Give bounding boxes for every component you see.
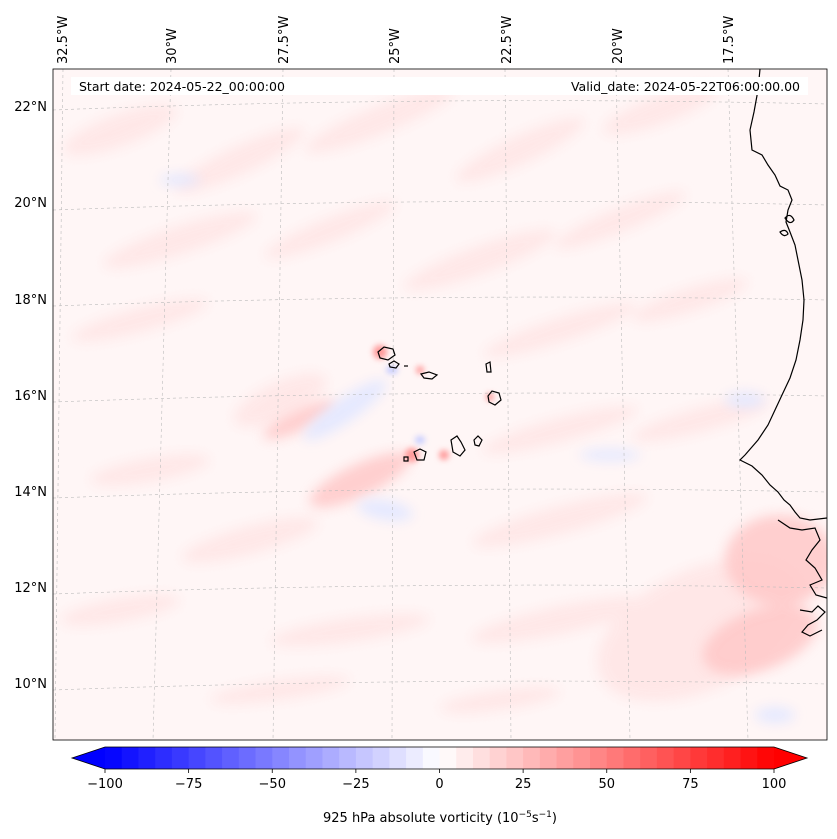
colorbar-tick-label: 25 (515, 777, 532, 792)
latitude-labels: 22°N 20°N 18°N 16°N 14°N 12°N 10°N (14, 100, 47, 692)
lat-label: 20°N (14, 196, 47, 211)
lon-label: 22.5°W (500, 16, 515, 64)
colorbar-tick-label: 75 (682, 777, 699, 792)
colorbar-segment (656, 747, 675, 769)
start-date-label: Start date: 2024-05-22_00:00:00 (79, 79, 285, 94)
colorbar-segment (539, 747, 558, 769)
colorbar-segment (121, 747, 140, 769)
coastlines (377, 69, 827, 637)
colorbar-title: 925 hPa absolute vorticity (10−5s−1) (323, 810, 557, 826)
colorbar: −100 −75 −50 −25 0 25 50 75 100 925 hPa absolute… (70, 746, 809, 826)
map-panel: Start date: 2024-05-22_00:00:00 Valid_da… (14, 16, 828, 741)
colorbar-segment (171, 747, 190, 769)
colorbar-segment (723, 747, 742, 769)
colorbar-tick-label: −75 (175, 777, 202, 792)
colorbar-segment (339, 747, 357, 769)
colorbar-title-exp2: −1 (539, 810, 552, 820)
colorbar-title-main: 925 hPa absolute vorticity (10 (323, 811, 519, 826)
lat-label: 16°N (14, 389, 47, 404)
lat-label: 18°N (14, 293, 47, 308)
map-frame (52, 68, 828, 741)
colorbar-segment (389, 747, 407, 769)
colorbar-segment (506, 747, 524, 769)
colorbar-segment (288, 747, 307, 769)
valid-date-label: Valid_date: 2024-05-22T06:00:00.00 (571, 79, 800, 94)
colorbar-segment (690, 747, 708, 769)
colorbar-segment (523, 747, 541, 769)
colorbar-segment (188, 747, 206, 769)
colorbar-extend-max (774, 747, 807, 769)
colorbar-segment (573, 747, 591, 769)
colorbar-segment (422, 747, 441, 769)
longitude-labels: 32.5°W 30°W 27.5°W 25°W 22.5°W 20°W 17.5… (56, 16, 737, 64)
colorbar-segment (355, 747, 374, 769)
colorbar-segment (205, 747, 223, 769)
colorbar-segment (472, 747, 491, 769)
colorbar-title-mid: s (532, 811, 539, 826)
colorbar-segment (757, 747, 775, 769)
colorbar-title-end: ) (552, 811, 557, 826)
lon-label: 27.5°W (277, 16, 292, 64)
colorbar-segment (439, 747, 457, 769)
colorbar-segment (155, 747, 173, 769)
colorbar-segment (138, 747, 156, 769)
colorbar-title-exp1: −5 (519, 810, 532, 820)
colorbar-segment (322, 747, 340, 769)
colorbar-ticks: −100 −75 −50 −25 0 25 50 75 100 (87, 769, 786, 792)
colorbar-segment (222, 747, 240, 769)
header-box (71, 77, 808, 95)
colorbar-segment (456, 747, 474, 769)
lat-label: 22°N (14, 100, 47, 115)
colorbar-segment (406, 747, 424, 769)
colorbar-segment (640, 747, 658, 769)
colorbar-tick-label: −50 (259, 777, 286, 792)
lon-label: 20°W (611, 28, 626, 64)
lat-label: 14°N (14, 485, 47, 500)
lat-label: 12°N (14, 581, 47, 596)
colorbar-segment (590, 747, 608, 769)
colorbar-segment (556, 747, 574, 769)
colorbar-tick-label: 100 (762, 777, 787, 792)
graticule (53, 69, 827, 740)
vorticity-field (53, 69, 827, 740)
lat-label: 10°N (14, 677, 47, 692)
colorbar-extend-min (72, 747, 105, 769)
colorbar-segment (707, 747, 725, 769)
colorbar-tick-label: 50 (598, 777, 615, 792)
colorbar-tick-label: 0 (435, 777, 443, 792)
colorbar-segment (740, 747, 758, 769)
colorbar-segment (272, 747, 290, 769)
colorbar-segment (255, 747, 273, 769)
colorbar-segment (105, 747, 123, 769)
colorbar-segment (489, 747, 508, 769)
colorbar-tick-label: −100 (87, 777, 123, 792)
colorbar-segment (623, 747, 641, 769)
colorbar-segment (673, 747, 691, 769)
colorbar-segments (105, 747, 775, 769)
colorbar-segment (372, 747, 390, 769)
colorbar-segment (305, 747, 324, 769)
lon-label: 32.5°W (56, 16, 71, 64)
lon-label: 30°W (165, 28, 180, 64)
colorbar-tick-label: −25 (342, 777, 369, 792)
colorbar-segment (238, 747, 257, 769)
lon-label: 25°W (388, 28, 403, 64)
colorbar-segment (606, 747, 625, 769)
lon-label: 17.5°W (722, 16, 737, 64)
